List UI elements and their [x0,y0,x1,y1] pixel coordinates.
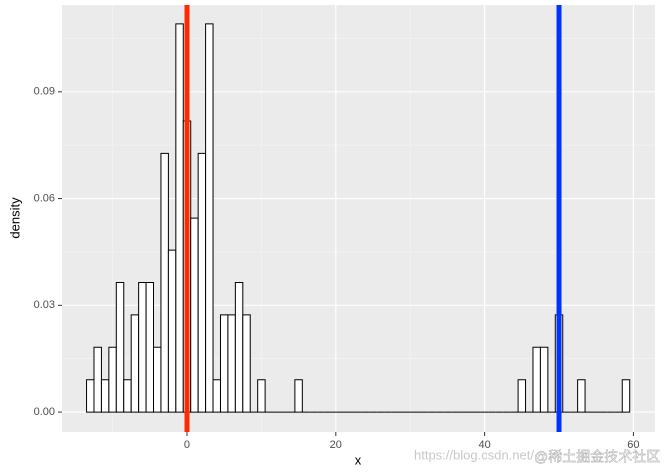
bar [138,282,147,413]
bar [197,152,207,413]
x-tick-label: 20 [330,439,342,451]
x-tick-label: 40 [478,439,490,451]
bar [145,282,155,413]
bar [212,379,221,413]
bar [234,282,244,413]
bar [227,314,236,413]
x-tick-label: 60 [627,439,639,451]
bar [257,379,266,413]
bar [175,23,184,413]
bar [205,23,214,413]
bar [167,249,177,413]
bar [539,346,549,413]
bar [100,379,110,413]
bar [108,346,117,413]
bar [153,346,162,413]
y-axis-title: density [7,197,22,239]
bar [160,152,169,413]
x-tick-label: 0 [184,439,190,451]
bar [577,379,586,413]
bar [190,217,199,413]
watermark: https://blog.csdn.net/ [414,447,534,462]
bar [93,346,102,413]
bar [242,314,251,413]
y-tick-label: 0.06 [34,192,55,204]
y-tick-label: 0.09 [34,86,55,98]
bar [86,379,95,413]
bar [130,314,140,413]
bar [621,379,631,413]
bar [115,282,125,413]
bar [294,379,303,413]
y-tick-label: 0.00 [34,406,55,418]
bar [532,346,541,413]
y-tick-label: 0.03 [34,299,55,311]
watermark: @稀土掘金技术社区 [534,449,660,465]
bar [123,379,132,413]
bar [517,379,527,413]
x-axis-title: x [355,452,362,467]
bar [219,314,229,413]
